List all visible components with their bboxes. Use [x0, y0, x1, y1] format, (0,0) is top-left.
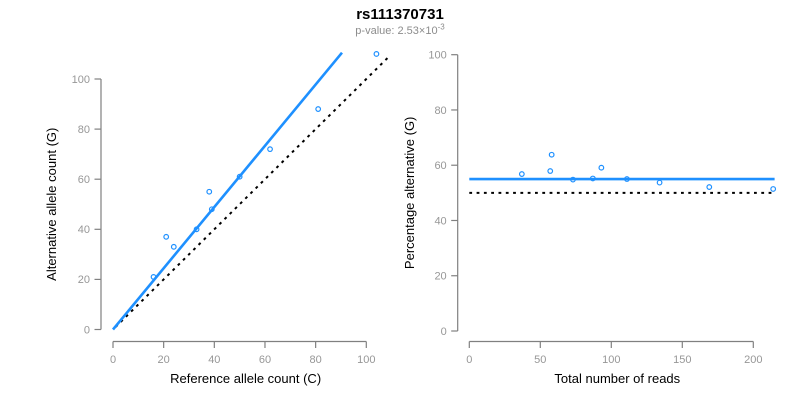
identity-line: [114, 55, 390, 328]
data-point: [267, 146, 273, 153]
data-point: [589, 175, 596, 182]
y-tick-label: 0: [441, 326, 447, 338]
y-tick-label: 80: [78, 124, 90, 136]
x-tick-label: 80: [310, 354, 322, 366]
y-tick-label: 100: [428, 50, 446, 62]
data-point: [150, 273, 157, 280]
y-tick-label: 20: [78, 274, 90, 286]
fit-line: [111, 51, 343, 331]
y-tick-label: 100: [72, 74, 90, 86]
x-tick-label: 100: [602, 354, 620, 366]
data-point: [193, 226, 200, 233]
x-tick-label: 200: [744, 354, 762, 366]
x-axis-title: Reference allele count (C): [170, 371, 321, 386]
x-tick-label: 0: [110, 354, 116, 366]
data-point: [163, 233, 170, 240]
data-point: [706, 184, 713, 190]
y-tick-label: 40: [434, 215, 446, 227]
p-value-exponent: -3: [437, 22, 445, 32]
x-tick-label: 0: [466, 354, 472, 366]
y-tick-label: 80: [434, 105, 446, 117]
y-tick-label: 60: [78, 174, 90, 186]
y-axis-title: Alternative allele count (G): [44, 128, 59, 281]
percentage-scatter: 0 20 40 60 80 100 0 50 100 150 200 Total number of …: [402, 50, 777, 386]
x-tick-label: 40: [208, 354, 220, 366]
data-point: [315, 106, 322, 112]
x-tick-label: 20: [158, 354, 170, 366]
data-point: [570, 176, 576, 183]
x-tick-label: 60: [259, 354, 271, 366]
y-tick-label: 0: [84, 324, 90, 336]
y-tick-label: 20: [434, 271, 446, 283]
allele-count-scatter: 0 20 40 60 80 100 0 20 40 60 80 100 Reference allele…: [44, 51, 390, 386]
x-axis-title: Total number of reads: [554, 371, 680, 386]
data-point: [656, 179, 663, 186]
x-tick-label: 150: [673, 354, 691, 366]
data-point: [770, 186, 777, 192]
y-tick-label: 40: [78, 224, 90, 236]
data-point: [598, 164, 605, 171]
data-point: [624, 176, 630, 182]
data-point: [548, 151, 555, 158]
data-point: [236, 173, 243, 180]
figure-subtitle: p-value: 2.53×10-3: [0, 22, 800, 37]
data-point: [373, 51, 380, 57]
y-axis-title: Percentage alternative (G): [402, 117, 417, 269]
figure-title: rs111370731: [356, 6, 444, 23]
data-point: [206, 188, 213, 195]
data-point: [170, 243, 177, 250]
x-tick-label: 100: [357, 354, 375, 366]
p-value-text: p-value: 2.53×10: [355, 25, 438, 37]
data-point: [208, 206, 215, 213]
y-tick-label: 60: [434, 160, 446, 172]
x-tick-label: 50: [534, 354, 546, 366]
data-point: [518, 171, 525, 177]
data-point: [547, 168, 554, 174]
